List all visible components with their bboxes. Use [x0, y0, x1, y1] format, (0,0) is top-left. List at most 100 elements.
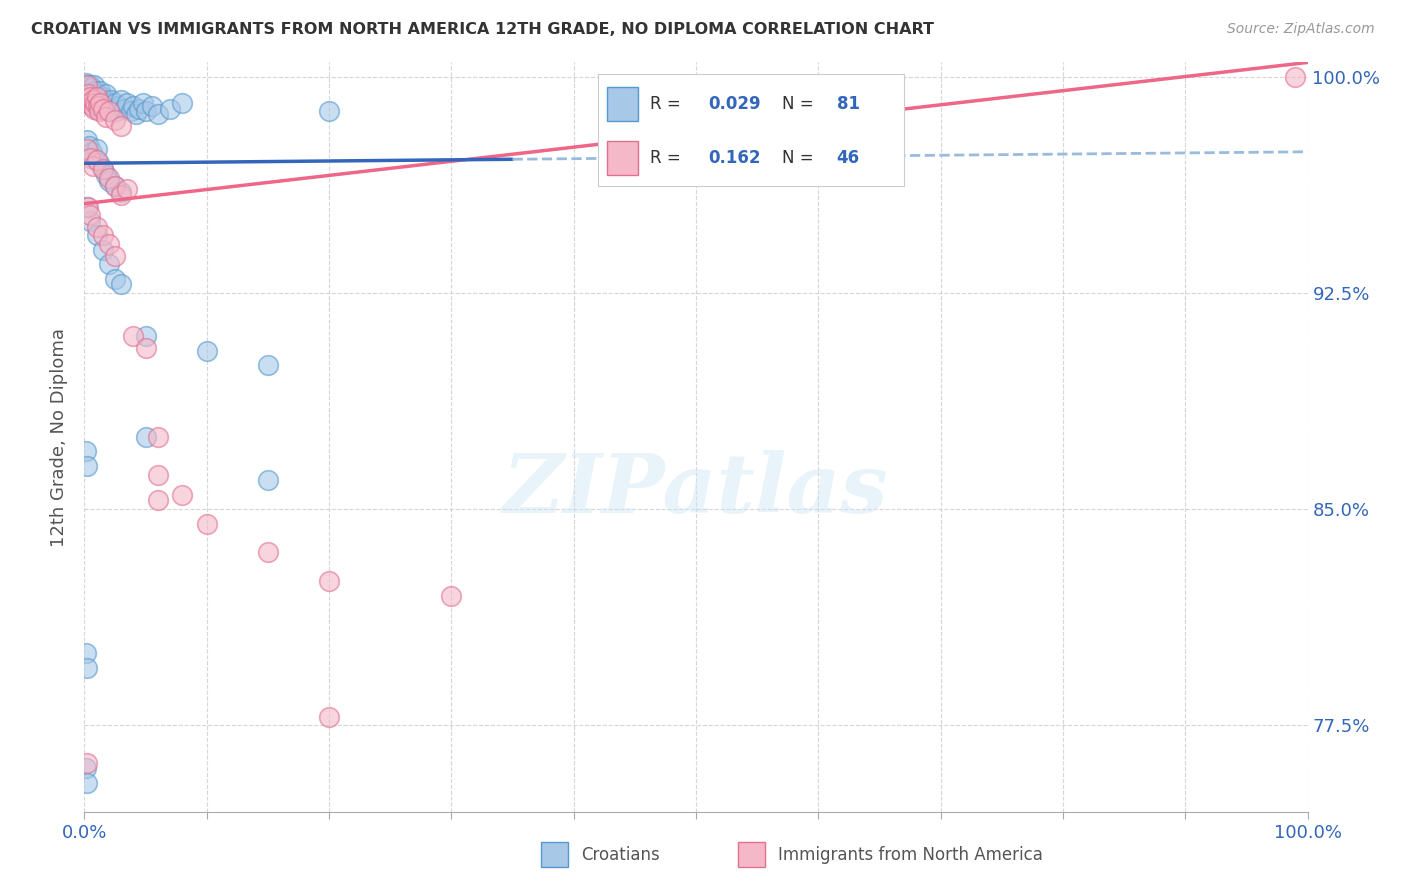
Point	[115, 182, 138, 196]
Point	[125, 107, 148, 121]
Point	[257, 545, 280, 559]
Point	[86, 102, 108, 116]
Text: CROATIAN VS IMMIGRANTS FROM NORTH AMERICA 12TH GRADE, NO DIPLOMA CORRELATION CHA: CROATIAN VS IMMIGRANTS FROM NORTH AMERIC…	[31, 22, 934, 37]
Point	[84, 95, 107, 110]
Point	[94, 93, 117, 107]
Point	[77, 139, 100, 153]
Point	[82, 87, 104, 102]
Point	[89, 84, 111, 98]
Point	[91, 162, 114, 177]
Point	[77, 93, 100, 107]
Point	[159, 102, 181, 116]
Point	[146, 493, 169, 508]
Point	[98, 98, 121, 112]
Point	[79, 151, 101, 165]
Bar	[738, 842, 765, 867]
Point	[440, 589, 463, 603]
Point	[91, 102, 114, 116]
Point	[87, 87, 110, 102]
Point	[146, 430, 169, 444]
Point	[80, 98, 103, 112]
Point	[87, 98, 110, 112]
Point	[87, 93, 110, 107]
Point	[120, 104, 142, 119]
Point	[83, 102, 105, 116]
Point	[90, 95, 112, 110]
Point	[77, 200, 100, 214]
Point	[76, 78, 98, 93]
Point	[83, 151, 105, 165]
Point	[599, 133, 621, 147]
Point	[86, 153, 108, 168]
Point	[1284, 70, 1306, 84]
Point	[105, 104, 128, 119]
Point	[195, 343, 218, 358]
Point	[97, 257, 120, 271]
Point	[82, 93, 104, 107]
Point	[122, 98, 145, 112]
Point	[80, 81, 103, 95]
Point	[77, 87, 100, 102]
Point	[79, 214, 101, 228]
Point	[104, 95, 127, 110]
Point	[318, 709, 340, 723]
Text: Source: ZipAtlas.com: Source: ZipAtlas.com	[1227, 22, 1375, 37]
Point	[122, 329, 145, 343]
Point	[82, 159, 104, 173]
Point	[318, 574, 340, 589]
Point	[76, 142, 98, 156]
Point	[83, 78, 105, 93]
Point	[97, 95, 120, 110]
Point	[77, 84, 100, 98]
Point	[86, 228, 108, 243]
Point	[89, 95, 111, 110]
Point	[75, 646, 97, 660]
Y-axis label: 12th Grade, No Diploma: 12th Grade, No Diploma	[49, 327, 67, 547]
Point	[96, 168, 118, 182]
Point	[79, 90, 101, 104]
Point	[257, 473, 280, 487]
Point	[77, 95, 100, 110]
Point	[87, 156, 110, 170]
Point	[75, 444, 97, 458]
Point	[104, 248, 127, 262]
Point	[84, 84, 107, 98]
Point	[110, 185, 132, 199]
Point	[86, 90, 108, 104]
Point	[76, 756, 98, 770]
Point	[318, 104, 340, 119]
Point	[79, 90, 101, 104]
Point	[76, 133, 98, 147]
Point	[76, 776, 98, 790]
Point	[82, 95, 104, 110]
Point	[84, 95, 107, 110]
Point	[97, 173, 120, 187]
Point	[87, 98, 110, 112]
Text: ZIPatlas: ZIPatlas	[503, 450, 889, 530]
Point	[91, 228, 114, 243]
Point	[100, 93, 122, 107]
Point	[76, 200, 98, 214]
Point	[141, 98, 163, 112]
Point	[110, 188, 132, 202]
Point	[97, 170, 120, 185]
Point	[172, 488, 194, 502]
Point	[104, 179, 127, 194]
Point	[77, 87, 100, 102]
Point	[104, 113, 127, 128]
Bar	[541, 842, 568, 867]
Point	[107, 98, 129, 112]
Point	[146, 467, 169, 482]
Point	[87, 104, 110, 119]
Point	[135, 329, 157, 343]
Point	[75, 762, 97, 776]
Point	[96, 110, 118, 124]
Point	[96, 87, 118, 102]
Point	[97, 237, 120, 252]
Text: Immigrants from North America: Immigrants from North America	[778, 846, 1042, 863]
Point	[77, 78, 100, 93]
Text: Croatians: Croatians	[581, 846, 659, 863]
Point	[110, 277, 132, 292]
Point	[104, 271, 127, 285]
Point	[91, 243, 114, 257]
